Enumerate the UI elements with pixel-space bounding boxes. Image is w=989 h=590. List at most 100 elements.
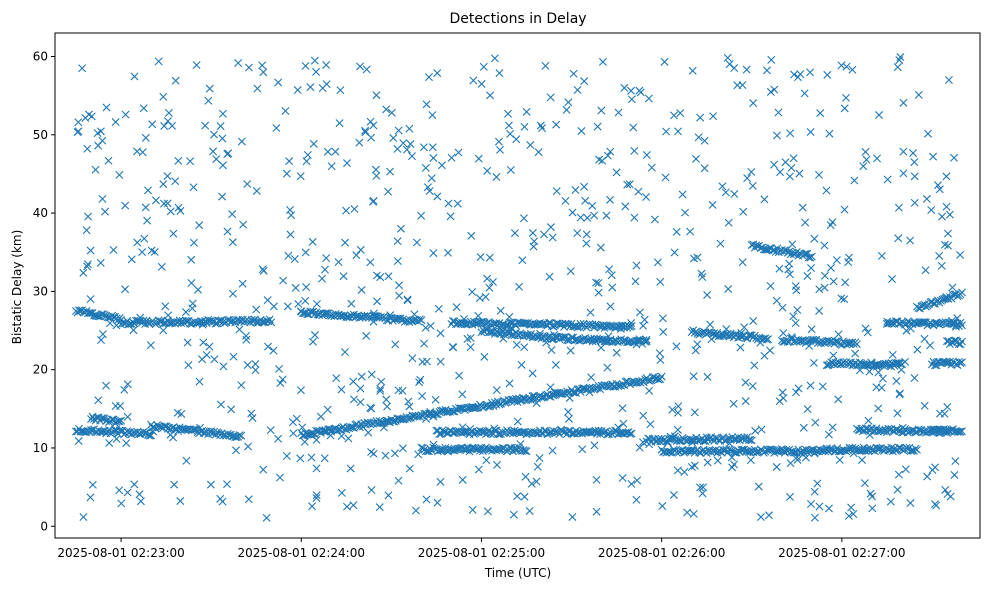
data-point-marker	[749, 99, 758, 108]
data-point-marker	[364, 428, 373, 437]
data-point-marker	[342, 313, 351, 321]
data-point-marker	[640, 315, 649, 324]
data-point-marker	[480, 352, 489, 361]
data-point-marker	[251, 366, 260, 375]
data-point-marker	[302, 157, 311, 166]
data-point-marker	[237, 381, 246, 390]
data-point-marker	[673, 466, 682, 475]
data-point-marker	[224, 149, 233, 158]
data-point-marker	[412, 238, 421, 247]
data-point-marker	[920, 401, 929, 410]
data-point-marker	[807, 264, 816, 272]
data-point-marker	[806, 381, 815, 390]
data-point-marker	[512, 340, 521, 349]
data-point-marker	[308, 337, 317, 346]
data-point-marker	[693, 436, 702, 445]
data-point-marker	[239, 220, 248, 229]
data-point-marker	[957, 358, 966, 367]
data-point-marker	[883, 317, 892, 326]
data-point-marker	[444, 199, 453, 208]
data-point-marker	[332, 374, 341, 383]
data-point-marker	[463, 443, 472, 452]
data-point-marker	[252, 187, 261, 195]
data-point-marker	[660, 57, 669, 66]
data-point-marker	[366, 258, 375, 267]
data-point-marker	[515, 282, 524, 291]
data-point-marker	[357, 285, 366, 294]
data-point-marker	[160, 121, 169, 130]
data-point-marker	[633, 476, 642, 485]
data-point-marker	[97, 414, 106, 423]
data-point-marker	[519, 214, 528, 223]
data-point-marker	[504, 121, 513, 130]
data-point-marker	[632, 261, 641, 270]
data-point-marker	[164, 311, 173, 320]
data-point-marker	[825, 129, 834, 138]
data-point-marker	[590, 211, 599, 220]
data-point-marker	[369, 121, 378, 130]
data-point-marker	[312, 464, 321, 473]
data-point-marker	[627, 95, 636, 104]
data-point-marker	[813, 479, 822, 488]
data-point-marker	[942, 202, 951, 211]
data-point-marker	[877, 251, 886, 260]
data-point-marker	[787, 163, 796, 172]
data-point-marker	[426, 321, 435, 330]
data-point-marker	[801, 453, 810, 462]
data-point-marker	[860, 479, 869, 488]
data-point-marker	[722, 325, 731, 334]
data-point-marker	[121, 201, 130, 210]
data-point-marker	[404, 397, 413, 406]
data-point-marker	[936, 409, 944, 418]
data-point-marker	[729, 448, 738, 457]
data-point-marker	[321, 309, 330, 318]
data-point-marker	[789, 154, 798, 163]
data-point-marker	[686, 446, 695, 455]
data-point-marker	[944, 75, 953, 84]
data-point-marker	[410, 310, 419, 319]
data-point-marker	[356, 384, 365, 393]
data-point-marker	[218, 134, 227, 143]
data-point-marker	[912, 445, 921, 454]
data-point-marker	[466, 424, 475, 433]
data-point-marker	[793, 305, 802, 314]
data-point-marker	[288, 418, 297, 427]
data-point-marker	[109, 246, 118, 254]
data-point-marker	[301, 248, 310, 257]
data-point-marker	[350, 204, 359, 213]
data-point-marker	[171, 177, 180, 186]
data-point-marker	[840, 104, 849, 113]
data-point-marker	[912, 319, 921, 328]
data-point-marker	[923, 472, 932, 481]
data-point-marker	[290, 255, 299, 264]
data-point-marker	[169, 229, 178, 238]
data-point-marker	[115, 486, 124, 495]
data-point-marker	[476, 253, 485, 262]
data-point-marker	[488, 277, 497, 286]
data-point-marker	[625, 180, 634, 189]
data-point-marker	[775, 264, 784, 273]
data-point-marker	[822, 186, 831, 195]
data-point-marker	[284, 251, 293, 260]
data-point-marker	[176, 497, 185, 506]
data-point-marker	[920, 334, 929, 343]
data-point-marker	[716, 239, 725, 248]
data-point-marker	[656, 277, 665, 286]
data-point-marker	[689, 372, 698, 381]
data-point-marker	[103, 313, 112, 322]
data-point-marker	[766, 281, 775, 290]
data-point-marker	[283, 302, 292, 311]
data-point-marker	[792, 388, 801, 397]
data-point-marker	[496, 306, 505, 315]
data-point-marker	[760, 351, 769, 360]
data-point-marker	[189, 238, 198, 247]
data-point-marker	[603, 151, 612, 160]
data-point-marker	[74, 118, 83, 127]
x-tick-label: 2025-08-01 02:27:00	[778, 546, 905, 560]
data-point-marker	[421, 323, 430, 332]
data-point-marker	[377, 377, 386, 386]
data-point-marker	[285, 157, 294, 166]
data-point-marker	[844, 511, 853, 520]
data-point-marker	[703, 290, 712, 299]
data-point-marker	[170, 480, 179, 489]
